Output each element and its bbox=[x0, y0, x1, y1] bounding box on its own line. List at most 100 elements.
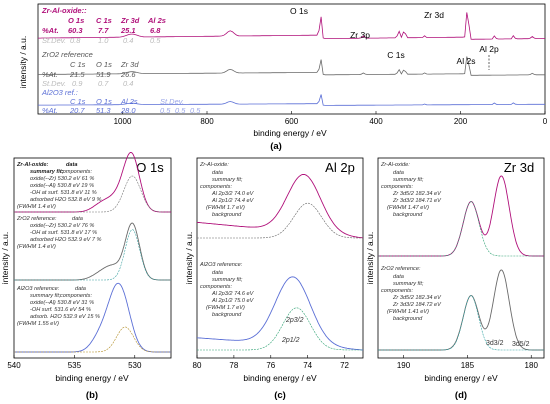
panel-a-label: (a) bbox=[270, 141, 282, 152]
table-al2o3-row-sd: St.Dev. bbox=[160, 97, 184, 106]
annotation-o1s: O 1s bbox=[290, 6, 308, 16]
d-g1-data: data bbox=[393, 274, 404, 280]
b-g0-item1: oxide(--Zr) 530.2 eV 61 % bbox=[30, 176, 94, 182]
panel-b-tick-label-2: 530 bbox=[128, 361, 142, 370]
table-zr-al-oxide-sd0: 0.8 bbox=[70, 36, 81, 45]
table-zro2-at1: 51.9 bbox=[96, 70, 111, 79]
panel-c-ylabel: intensity / a.u. bbox=[184, 232, 194, 284]
al2p-al2o3-trace bbox=[197, 276, 364, 351]
b-g0-item0: summary fit; bbox=[30, 169, 64, 175]
table-zro2-at2: 26.6 bbox=[120, 70, 136, 79]
b-g1-title: ZrO2 reference: bbox=[16, 216, 57, 222]
d-g0-item0: Zr 3d5/2 182.34 eV bbox=[392, 191, 442, 197]
survey-zr-al-oxide-trace bbox=[38, 12, 545, 40]
panel-c-frame bbox=[196, 157, 364, 359]
b-g2-item3: adsorb. H2O 532.9 eV 15 % bbox=[30, 314, 100, 320]
table-al2o3-h0: C 1s bbox=[70, 97, 86, 106]
d-g0-item1: Zr 3d3/2 184.71 eV bbox=[392, 198, 442, 204]
table-zr-al-oxide-at2: 25.1 bbox=[120, 26, 136, 35]
table-zro2-title: ZrO2 reference bbox=[41, 50, 93, 59]
panel-d-title: Zr 3d bbox=[504, 160, 534, 175]
table-al2o3-at2: 28.0 bbox=[120, 106, 136, 115]
c-g1-item1: Al 2p1/2 75.0 eV bbox=[211, 298, 255, 304]
panel-c-label: (c) bbox=[274, 390, 286, 401]
annotation-zr3d: Zr 3d bbox=[424, 10, 444, 20]
panel-d-label: (d) bbox=[455, 390, 467, 401]
table-zr-al-oxide-row-sd: St.Dev. bbox=[42, 36, 66, 45]
panel-d-ylabel: intensity / a.u. bbox=[365, 232, 375, 284]
b-g1-item0: oxide(--Zr) 530.2 eV 76 % bbox=[30, 223, 94, 229]
table-zr-al-oxide: Zr-Al-oxide:: O 1s C 1s Zr 3d Al 2s %At.… bbox=[41, 6, 166, 45]
panel-c-x-ticks: 80 78 76 74 72 bbox=[193, 355, 350, 370]
b-g2-components: components: bbox=[60, 293, 92, 299]
c-g1-fit: summary fit; bbox=[212, 277, 243, 283]
table-zro2: ZrO2 reference C 1s O 1s Zr 3d %At. 21.5… bbox=[41, 50, 139, 88]
table-al2o3-sd: St.Dev. 0.5 0.5 0.5 bbox=[160, 97, 201, 115]
c-g1-title: Al2O3 reference: bbox=[199, 262, 243, 268]
panel-d-tick-label-2: 180 bbox=[525, 361, 539, 370]
panel-b-x-ticks: 540 535 530 bbox=[7, 355, 142, 370]
d-peak-label-3d52: 3d5/2 bbox=[512, 341, 530, 348]
d-g0-item2: (FWHM 1.47 eV) bbox=[387, 205, 429, 211]
c-g1-components: components: bbox=[200, 284, 232, 290]
table-zr-al-oxide-sd1: 1.0 bbox=[98, 36, 109, 45]
panel-d-xlabel: binding energy / eV bbox=[424, 373, 498, 383]
table-zro2-h1: O 1s bbox=[96, 60, 112, 69]
o1s-zr-al-oxide-fit bbox=[14, 175, 171, 213]
table-al2o3-sd2: 0.5 bbox=[190, 106, 201, 115]
panel-b-tick-label-1: 535 bbox=[68, 361, 82, 370]
panel-a-ylabel: intensity / a.u. bbox=[18, 36, 28, 88]
panel-c: Al 2p 80 78 76 74 72 binding energy / eV int… bbox=[184, 157, 364, 401]
table-zr-al-oxide-at0: 60.3 bbox=[68, 26, 83, 35]
b-g1-data: data bbox=[72, 216, 83, 222]
panel-c-tick-label-0: 80 bbox=[193, 361, 202, 370]
panel-d-tick-label-0: 190 bbox=[397, 361, 411, 370]
panel-d-frame bbox=[377, 157, 545, 359]
d-g1-item2: (FWHM 1.41 eV) bbox=[387, 309, 429, 315]
table-zro2-row-at: %At. bbox=[42, 70, 58, 79]
c-g0-background: background bbox=[212, 212, 242, 218]
b-g2-title: Al2O3 reference: bbox=[16, 286, 60, 292]
d-g0-data: data bbox=[393, 170, 404, 176]
b-g2-item1: oxide(--Al) 530.8 eV 31 % bbox=[30, 300, 94, 306]
d-g1-fit: summary fit; bbox=[393, 281, 424, 287]
c-g1-data: data bbox=[212, 270, 223, 276]
panel-a-tick-label-1: 800 bbox=[200, 117, 214, 126]
al2p-zr-al-oxide-fit bbox=[197, 202, 363, 239]
b-g1-item2: adsorbed H2O 532.9 eV 7 % bbox=[30, 237, 102, 243]
table-zr-al-oxide-h2: Zr 3d bbox=[120, 16, 140, 25]
c-peak-label-2p12: 2p1/2 bbox=[281, 337, 300, 344]
d-g0-components: components: bbox=[381, 184, 413, 190]
o1s-al2o3-fit bbox=[14, 326, 171, 353]
table-al2o3-at0: 20.7 bbox=[69, 106, 85, 115]
c-g0-item1: Al 2p1/2 74.4 eV bbox=[211, 198, 255, 204]
o1s-zro2-fit bbox=[14, 229, 171, 281]
annotation-c1s: C 1s bbox=[387, 50, 404, 60]
table-al2o3-title: Al2O3 ref.: bbox=[41, 88, 78, 97]
table-zr-al-oxide-h3: Al 2s bbox=[147, 16, 166, 25]
c-g0-item0: Al 2p3/2 74.0 eV bbox=[211, 191, 255, 197]
panel-b-ylabel: intensity / a.u. bbox=[0, 232, 10, 284]
zr3d-zr-al-oxide-fit bbox=[378, 201, 544, 257]
d-g1-background: background bbox=[393, 316, 423, 322]
c-g0-components: components: bbox=[200, 184, 232, 190]
c-g0-item2: (FWHM 1.7 eV) bbox=[206, 205, 245, 211]
table-zr-al-oxide-title: Zr-Al-oxide:: bbox=[41, 6, 87, 15]
b-g2-item2: -OH surf. 531.6 eV 54 % bbox=[30, 307, 91, 313]
table-al2o3-h1: O 1s bbox=[96, 97, 112, 106]
table-zro2-row-sd: St.Dev. bbox=[42, 79, 66, 88]
annotation-al2s: Al 2s bbox=[457, 56, 476, 66]
panel-d: Zr 3d 190 185 180 binding energy / eV inte… bbox=[365, 157, 545, 401]
b-g0-components: components: bbox=[60, 169, 92, 175]
panel-d-x-ticks: 190 185 180 bbox=[397, 355, 539, 370]
panel-a-tick-label-5: 0 bbox=[543, 117, 548, 126]
panel-b: O 1s 540 535 530 binding energy / eV inten… bbox=[0, 152, 172, 401]
table-al2o3: Al2O3 ref.: C 1s O 1s Al 2s %At. 20.7 51… bbox=[41, 88, 138, 115]
d-g0-fit: summary fit; bbox=[393, 177, 424, 183]
table-zro2-h2: Zr 3d bbox=[120, 60, 139, 69]
d-peak-label-3d32: 3d3/2 bbox=[486, 340, 504, 347]
b-g2-data: data bbox=[75, 286, 86, 292]
panel-c-tick-label-1: 78 bbox=[229, 361, 238, 370]
panel-a-xlabel: binding energy / eV bbox=[253, 128, 327, 138]
zr3d-zro2-fit bbox=[378, 295, 544, 351]
